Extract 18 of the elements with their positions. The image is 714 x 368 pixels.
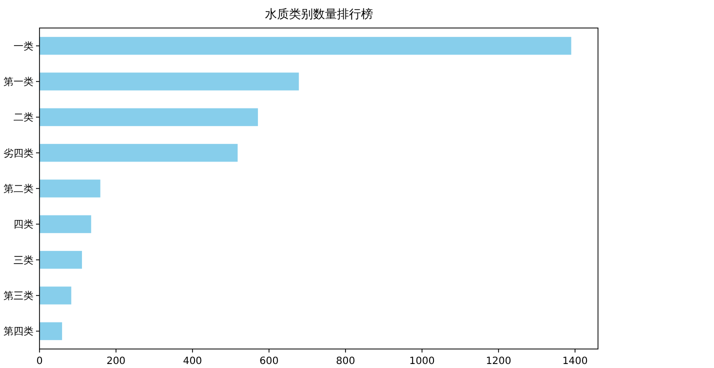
y-tick-label: 第三类 bbox=[4, 290, 34, 302]
y-tick-label: 第二类 bbox=[4, 183, 34, 195]
y-tick-label: 三类 bbox=[14, 254, 34, 266]
y-tick-label: 一类 bbox=[14, 40, 34, 52]
y-tick-label: 四类 bbox=[14, 218, 34, 231]
x-tick-label: 200 bbox=[106, 356, 126, 367]
x-tick-label: 600 bbox=[259, 356, 279, 367]
x-tick-label: 800 bbox=[336, 356, 356, 367]
chart-title: 水质类别数量排行榜 bbox=[264, 7, 373, 21]
y-tick-label: 劣四类 bbox=[4, 147, 34, 160]
y-tick-label: 第一类 bbox=[4, 76, 34, 88]
x-tick-label: 1000 bbox=[409, 356, 435, 367]
x-tick-label: 400 bbox=[182, 356, 202, 367]
y-tick-label: 二类 bbox=[14, 112, 34, 124]
x-tick-label: 0 bbox=[36, 356, 43, 367]
x-tick-label: 1400 bbox=[562, 356, 588, 367]
y-tick-label: 第四类 bbox=[4, 326, 34, 338]
x-tick-label: 1200 bbox=[486, 356, 512, 367]
